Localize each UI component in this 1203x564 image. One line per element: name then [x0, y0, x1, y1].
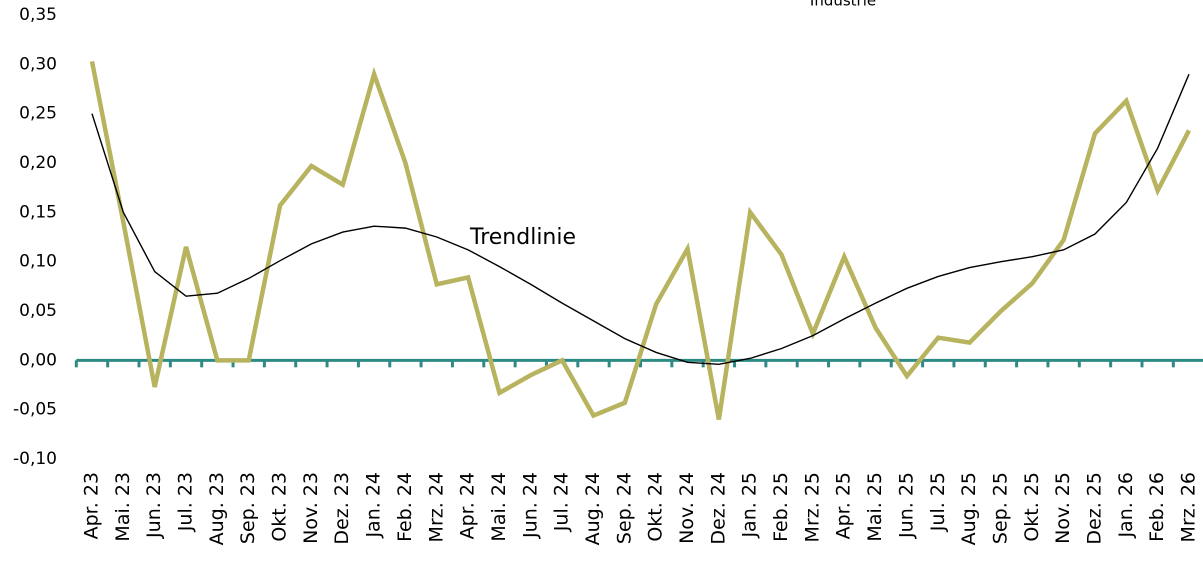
x-tick-label: Mrz. 26 [1178, 472, 1200, 542]
x-tick-label: Okt. 25 [1021, 472, 1043, 542]
x-tick-label: Jun. 24 [519, 472, 541, 539]
x-tick-label: Nov. 23 [300, 472, 322, 544]
x-tick-label: Mai. 24 [488, 472, 510, 542]
trend-annotation: Trendlinie [469, 225, 576, 250]
x-tick-label: Dez. 24 [707, 472, 729, 545]
y-tick-label: 0,20 [19, 153, 57, 173]
x-tick-label: Aug. 23 [206, 472, 228, 545]
y-tick-label: 0,00 [19, 350, 57, 370]
x-tick-label: Mrz. 25 [801, 472, 823, 542]
x-tick-label: Sep. 25 [989, 472, 1011, 544]
x-tick-label: Okt. 24 [645, 472, 667, 542]
x-tick-label: Jul. 23 [175, 472, 197, 532]
x-tick-label: Apr. 24 [457, 472, 479, 539]
y-tick-label: 0,10 [19, 252, 57, 272]
x-tick-label: Jan. 24 [363, 472, 385, 539]
y-tick-label: 0,25 [19, 104, 57, 124]
x-tick-label: Feb. 26 [1146, 472, 1168, 542]
x-tick-label: Dez. 25 [1083, 472, 1105, 545]
y-tick-label: 0,15 [19, 202, 57, 222]
y-tick-label: 0,30 [19, 54, 57, 74]
series-line [89, 60, 1191, 420]
x-tick-label: Jul. 25 [927, 472, 949, 532]
x-tick-label: Mrz. 24 [425, 472, 447, 542]
x-tick-label: Jan. 25 [739, 472, 761, 539]
x-tick-label: Jan. 26 [1115, 472, 1137, 539]
x-tick-label: Nov. 24 [676, 472, 698, 544]
x-tick-label: Apr. 25 [833, 472, 855, 539]
x-tick-label: Jun. 25 [895, 472, 917, 539]
y-tick-label: 0,35 [19, 5, 57, 25]
x-tick-label: Aug. 25 [958, 472, 980, 545]
x-tick-label: Aug. 24 [582, 472, 604, 545]
series-line [91, 73, 1190, 365]
x-tick-label: Mai. 23 [112, 472, 134, 542]
x-tick-label: Apr. 23 [81, 472, 103, 539]
x-tick-label: Jul. 24 [551, 472, 573, 532]
y-tick-label: -0,10 [13, 449, 57, 469]
chart-subtitle: Industrie [810, 0, 876, 10]
x-tick-label: Dez. 23 [331, 472, 353, 545]
x-tick-label: Okt. 23 [269, 472, 291, 542]
x-tick-label: Mai. 25 [864, 472, 886, 542]
x-tick-label: Feb. 25 [770, 472, 792, 542]
x-tick-label: Sep. 23 [237, 472, 259, 544]
x-tick-label: Nov. 25 [1052, 472, 1074, 544]
y-tick-label: -0,05 [13, 400, 57, 420]
x-tick-label: Jun. 23 [143, 472, 165, 539]
x-tick-label: Sep. 24 [613, 472, 635, 544]
y-tick-label: 0,05 [19, 301, 57, 321]
x-tick-label: Feb. 24 [394, 472, 416, 542]
